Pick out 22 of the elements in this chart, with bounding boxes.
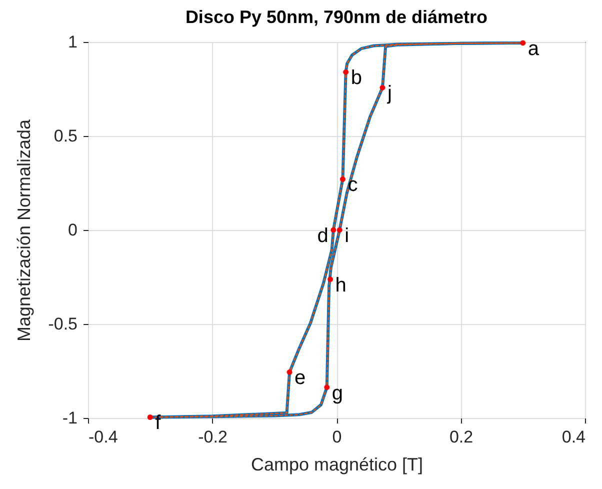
x-tick-label: -0.4	[88, 428, 118, 446]
y-tick-label: 0	[68, 220, 78, 240]
annotation: d	[317, 225, 328, 247]
annotation: b	[350, 67, 362, 90]
annotation: g	[332, 382, 343, 404]
x-tick-label: 0.4	[562, 428, 586, 446]
chart-title: Disco Py 50nm, 790nm de diámetro	[185, 7, 488, 27]
y-tick-label: 1	[68, 32, 78, 52]
x-axis-title: Campo magnético [T]	[250, 454, 424, 474]
y-tick-label: -0.5	[48, 314, 78, 334]
annotation: f	[155, 412, 162, 434]
y-axis-title: Magnetización Normalizada	[14, 118, 34, 342]
y-tick-label: 0.5	[54, 126, 78, 146]
annotation: a	[528, 38, 540, 60]
y-tick-label: -1	[62, 408, 78, 428]
annotation: h	[335, 274, 346, 296]
x-tick-label: 0	[332, 428, 342, 446]
annotation: j	[386, 82, 392, 105]
annotation: i	[344, 225, 350, 247]
x-tick-label: -0.2	[198, 428, 228, 446]
x-tick-label: 0.2	[449, 428, 474, 446]
annotation: e	[294, 367, 306, 390]
